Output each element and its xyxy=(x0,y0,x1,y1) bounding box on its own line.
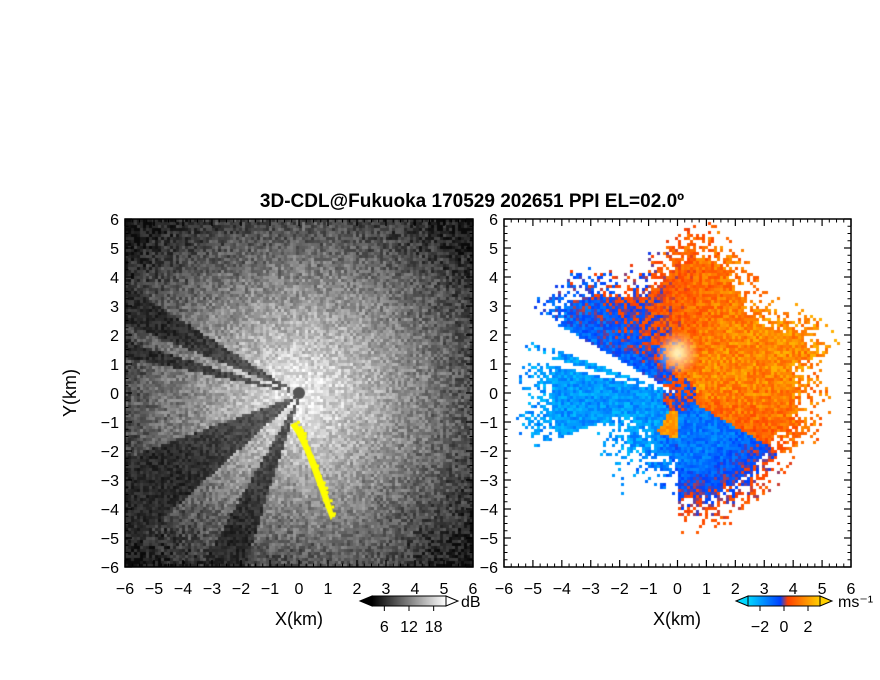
right-y-tick-label: −4 xyxy=(480,502,498,519)
right-y-ticks-left: 6 5 4 3 2 1 0 −1 −2 −3 −4 −5 −6 xyxy=(480,212,511,577)
left-y-tick-label: 5 xyxy=(110,241,119,258)
left-x-tick-label: −5 xyxy=(145,581,163,598)
right-heatmap-container xyxy=(504,219,851,567)
right-x-tick-label: −2 xyxy=(611,581,629,598)
right-y-tick-label: 1 xyxy=(489,357,498,374)
left-x-tick-label: 5 xyxy=(440,581,449,598)
left-y-tick-label: 4 xyxy=(110,270,119,287)
left-y-tick-label: −2 xyxy=(101,444,119,461)
left-panel: −6 −5 −4 −3 −2 −1 0 1 2 3 4 5 6 6543210−1−2−3−4−5−6 … xyxy=(60,212,481,636)
left-y-tick-label: 6 xyxy=(110,212,119,229)
left-colorbar-tick-label: 12 xyxy=(400,619,418,636)
right-x-tick-label: −1 xyxy=(639,581,657,598)
left-y-tick-label: −1 xyxy=(101,415,119,432)
right-y-ticks-right xyxy=(844,218,851,568)
left-x-tick-label: 3 xyxy=(382,581,391,598)
right-x-tick-label: −5 xyxy=(524,581,542,598)
left-y-tick-label: 1 xyxy=(110,357,119,374)
left-y-tick-label: −4 xyxy=(101,502,119,519)
right-y-tick-label: 4 xyxy=(489,270,498,287)
left-heatmap-container xyxy=(125,219,473,567)
right-x-tick-label: 5 xyxy=(818,581,827,598)
right-y-tick-label: −2 xyxy=(480,444,498,461)
right-y-tick-label: 2 xyxy=(489,328,498,345)
left-y-tick-label: −5 xyxy=(101,531,119,548)
left-x-tick-label: 2 xyxy=(353,581,362,598)
right-y-tick-label: −5 xyxy=(480,531,498,548)
left-y-tick-label: 0 xyxy=(110,386,119,403)
right-x-tick-label: −3 xyxy=(582,581,600,598)
left-x-tick-label: −3 xyxy=(203,581,221,598)
left-colorbar: dB 6 12 18 xyxy=(358,594,481,636)
left-x-tick-label: 0 xyxy=(295,581,304,598)
right-y-tick-label: 6 xyxy=(489,212,498,229)
right-colorbar-tick-label: 2 xyxy=(804,619,813,636)
right-x-tick-label: −6 xyxy=(495,581,513,598)
left-y-tick-label: −3 xyxy=(101,473,119,490)
right-colorbar: ms⁻¹ −2 0 2 xyxy=(734,594,873,636)
left-y-ticks-right xyxy=(466,218,473,568)
right-panel: −6 −5 −4 −3 −2 −1 0 1 2 3 4 5 6 6 5 4 3 2 1 0 −1 −2 −3 −4 −5−6 … xyxy=(480,212,873,636)
left-colorbar-bar xyxy=(371,595,447,607)
right-colorbar-tick-label: −2 xyxy=(751,619,769,636)
left-x-axis-label: X(km) xyxy=(275,609,323,629)
right-x-axis-label: X(km) xyxy=(653,609,701,629)
right-colorbar-ticks: −2 0 2 xyxy=(751,606,813,636)
right-x-tick-label: 2 xyxy=(731,581,740,598)
reflectivity-heatmap xyxy=(125,219,473,567)
chart-title: 3D-CDL@Fukuoka 170529 202651 PPI EL=02.0… xyxy=(260,191,684,212)
velocity-heatmap xyxy=(504,219,851,567)
left-colorbar-ticks: 6 12 18 xyxy=(380,606,443,636)
left-y-axis-label: Y(km) xyxy=(60,369,80,417)
right-colorbar-bar xyxy=(747,595,821,607)
left-colorbar-tick-label: 6 xyxy=(380,619,389,636)
left-colorbar-high-arrow xyxy=(445,595,460,607)
left-x-ticks: −6 −5 −4 −3 −2 −1 0 1 2 3 4 5 6 xyxy=(116,219,478,598)
right-x-tick-label: 0 xyxy=(673,581,682,598)
right-y-tick-label: 0 xyxy=(489,386,498,403)
left-x-tick-label: 1 xyxy=(324,581,333,598)
right-colorbar-high-arrow xyxy=(819,595,834,607)
left-x-tick-label: 6 xyxy=(469,581,478,598)
left-y-tick-label: 2 xyxy=(110,328,119,345)
right-x-tick-label: −4 xyxy=(553,581,571,598)
right-y-tick-label: −1 xyxy=(480,415,498,432)
left-colorbar-unit: dB xyxy=(461,594,481,611)
right-x-tick-label: 1 xyxy=(702,581,711,598)
right-y-tick-label: 3 xyxy=(489,299,498,316)
left-x-tick-label: −6 xyxy=(116,581,134,598)
left-x-tick-label: −2 xyxy=(232,581,250,598)
left-x-tick-label: −1 xyxy=(261,581,279,598)
right-x-tick-label: 6 xyxy=(847,581,856,598)
left-y-tick-label: 3 xyxy=(110,299,119,316)
left-colorbar-tick-label: 18 xyxy=(425,619,443,636)
right-x-ticks: −6 −5 −4 −3 −2 −1 0 1 2 3 4 5 6 xyxy=(495,219,856,598)
left-x-tick-label: 4 xyxy=(411,581,420,598)
right-x-tick-label: 4 xyxy=(789,581,798,598)
left-colorbar-low-arrow xyxy=(358,595,373,607)
right-y-tick-label: −6 xyxy=(480,560,498,577)
right-y-tick-label: −3 xyxy=(480,473,498,490)
left-y-tick-label: −6 xyxy=(101,560,119,577)
left-y-ticks: 6 5 4 3 2 1 0 −1 −2 −3 −4 −5 −6 xyxy=(101,212,132,577)
right-colorbar-tick-label: 0 xyxy=(780,619,789,636)
right-y-tick-label: 5 xyxy=(489,241,498,258)
left-x-tick-label: −4 xyxy=(174,581,192,598)
right-x-tick-label: 3 xyxy=(760,581,769,598)
right-colorbar-unit: ms⁻¹ xyxy=(838,594,873,611)
